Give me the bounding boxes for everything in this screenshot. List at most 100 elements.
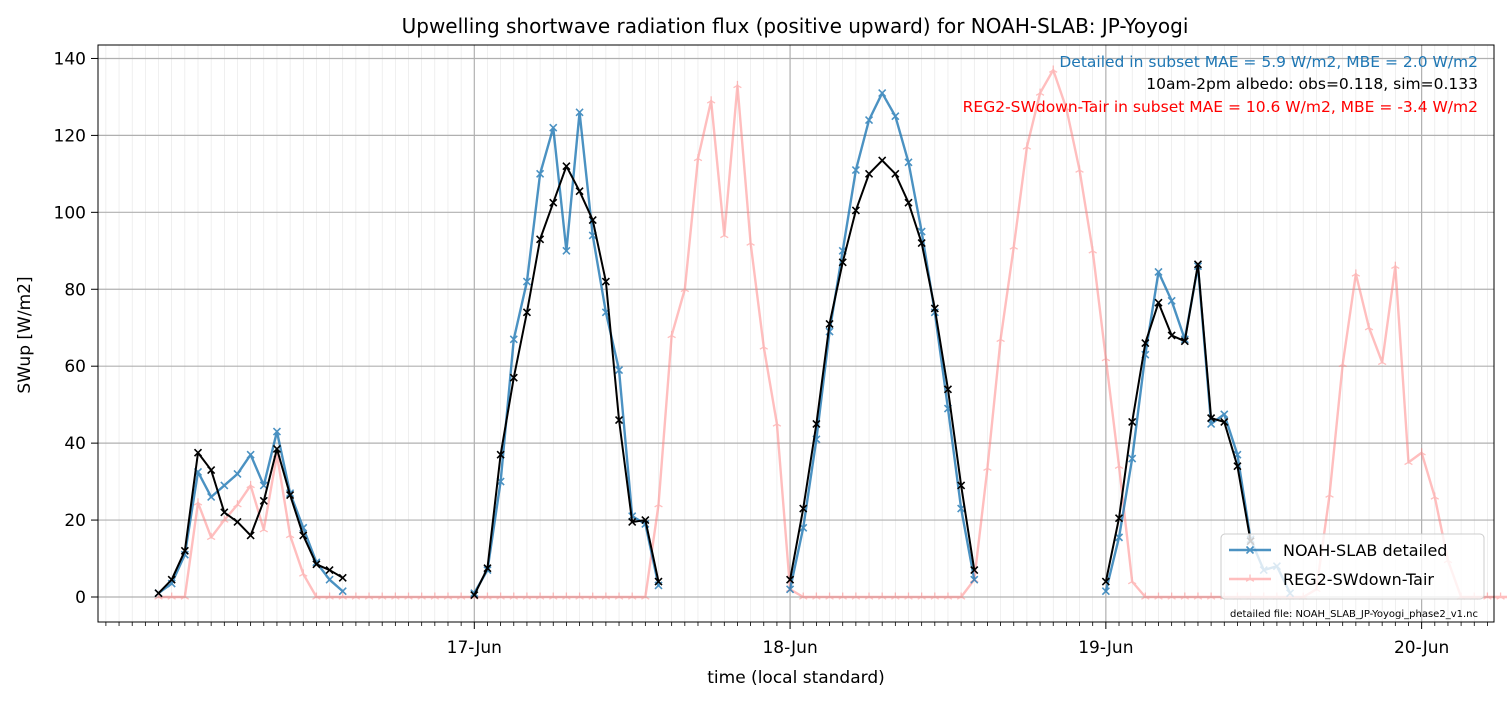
y-tick-label: 100 [54, 203, 86, 223]
data-point [430, 592, 440, 600]
legend-entry-reg2 [1229, 574, 1271, 582]
legend-box [1220, 533, 1485, 600]
x-tick-label: 20-Jun [1394, 638, 1449, 658]
data-point [509, 335, 518, 344]
legend-label-reg2: REG2-SWdown-Tair [1283, 570, 1434, 589]
data-point [246, 531, 255, 540]
data-point [1128, 454, 1137, 463]
data-point [917, 592, 926, 600]
data-point [746, 238, 755, 246]
data-point [456, 592, 466, 600]
data-point [272, 444, 282, 453]
data-point [825, 592, 834, 600]
data-point [930, 592, 940, 600]
data-point [641, 592, 650, 600]
data-point [943, 385, 953, 394]
data-point [864, 592, 874, 600]
data-point [509, 592, 519, 600]
data-point [733, 80, 742, 89]
y-tick-label: 0 [75, 588, 86, 608]
data-point [549, 592, 558, 600]
data-point [825, 327, 834, 336]
data-point [246, 480, 255, 489]
y-axis-label: SWup [W/m2] [15, 276, 35, 393]
chart-title: Upwelling shortwave radiation flux (posi… [402, 14, 1189, 38]
data-point [798, 592, 808, 600]
data-point [904, 198, 913, 207]
data-point [233, 517, 242, 527]
data-point [1377, 357, 1387, 366]
data-point [509, 373, 518, 382]
data-point [1022, 142, 1032, 150]
series-line [158, 68, 1507, 599]
data-point [1180, 592, 1190, 600]
legend-handle [1229, 545, 1271, 555]
data-point [706, 96, 716, 104]
annotation-reg2-stats: REG2-SWdown-Tair in subset MAE = 10.6 W/… [963, 98, 1478, 116]
data-point [154, 589, 163, 598]
footnote: detailed file: NOAH_SLAB_JP-Yoyogi_phase… [1230, 609, 1478, 620]
stats-annotations: Detailed in subset MAE = 5.9 W/m2, MBE =… [963, 53, 1478, 116]
data-point [588, 592, 597, 600]
x-tick-label: 17-Jun [447, 638, 502, 658]
data-point [1167, 331, 1176, 340]
legend-marker [1245, 574, 1255, 582]
data-point [878, 89, 887, 98]
data-point [1127, 577, 1137, 585]
data-point [575, 592, 584, 600]
y-axis: 0 20 40 60 80 100 120 140 [54, 49, 98, 608]
data-point [614, 415, 624, 425]
data-point [970, 575, 979, 584]
data-point [391, 592, 400, 600]
data-point [627, 592, 637, 600]
data-point [1193, 592, 1203, 600]
data-point [851, 206, 860, 215]
data-point [536, 169, 545, 178]
data-point [1167, 296, 1176, 305]
data-point [812, 419, 821, 428]
data-point [786, 585, 795, 594]
data-point [206, 532, 216, 541]
legend-marker [1245, 545, 1255, 555]
data-point [483, 564, 492, 573]
data-point [338, 573, 347, 582]
data-point [864, 115, 874, 125]
data-point [957, 481, 966, 490]
data-point [1128, 417, 1137, 427]
data-point [233, 469, 242, 478]
data-point [417, 592, 426, 600]
data-point [364, 592, 374, 600]
data-point [562, 246, 571, 255]
annotation-albedo: 10am-2pm albedo: obs=0.118, sim=0.133 [1146, 75, 1478, 93]
data-point [628, 517, 637, 527]
y-tick-label: 140 [54, 49, 86, 69]
legend-handle [1229, 574, 1271, 582]
data-point [1101, 577, 1110, 586]
data-point [614, 365, 624, 375]
y-tick-label: 80 [64, 280, 86, 300]
major-grid [98, 45, 1494, 622]
data-point [891, 112, 900, 121]
data-point [1154, 592, 1163, 600]
data-point [983, 463, 992, 471]
series-observed [154, 156, 1255, 600]
data-point [956, 592, 966, 600]
data-point [1351, 269, 1361, 277]
data-point [167, 575, 176, 584]
data-point [220, 508, 229, 517]
data-point [207, 492, 216, 502]
y-tick-label: 60 [64, 357, 86, 377]
data-point [720, 230, 729, 239]
data-point [1101, 587, 1110, 596]
data-point [562, 592, 571, 600]
data-point [812, 592, 821, 600]
data-point [207, 465, 216, 475]
data-point [614, 592, 624, 600]
annotation-detailed-stats: Detailed in subset MAE = 5.9 W/m2, MBE =… [1059, 53, 1478, 71]
data-point [1035, 88, 1045, 96]
data-point [1220, 417, 1229, 427]
data-point [325, 566, 334, 575]
data-point [562, 162, 571, 171]
data-point [1430, 492, 1440, 500]
